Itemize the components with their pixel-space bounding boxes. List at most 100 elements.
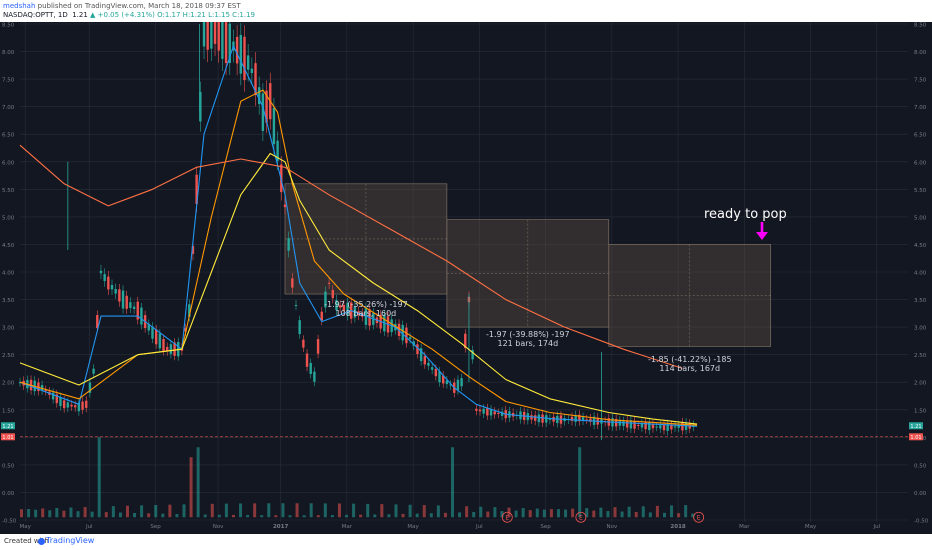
ref-price-text-left: 1.01 (2, 435, 13, 441)
candle-body (578, 414, 581, 422)
y-tick-label-right: 0.50 (914, 463, 927, 469)
symbol-name[interactable]: NASDAQ:OPTT, 1D (3, 11, 68, 19)
volume-bar (648, 512, 652, 518)
measure-label-1: -1.97 (-35.26%) -197 108 bars, 160d (324, 300, 408, 318)
candle-body (405, 327, 408, 344)
moving-average-line-1 (19, 45, 698, 427)
right-axis-strip (908, 22, 932, 534)
candle-body (221, 22, 224, 59)
volume-bar (599, 507, 603, 518)
x-tick-label: Nov (213, 524, 224, 530)
y-tick-label-right: 4.50 (914, 243, 927, 249)
candle-body (670, 424, 673, 430)
candle-body (166, 346, 169, 352)
candle-body (320, 311, 323, 321)
candle-body (430, 367, 434, 370)
volume-bar (281, 503, 285, 518)
y-tick-label-left: 8.00 (2, 50, 15, 56)
candle-body (666, 423, 669, 431)
volume-bar (352, 503, 356, 518)
chart-header: medshah published on TradingView.com, Ma… (0, 0, 932, 22)
candle-body (574, 415, 577, 422)
volume-bar (34, 509, 38, 518)
volume-bar (458, 512, 462, 518)
y-tick-label-left: 3.00 (2, 326, 15, 332)
candle-body (246, 55, 250, 70)
candle-body (673, 426, 677, 428)
candle-body (464, 333, 467, 349)
volume-bar (535, 508, 539, 518)
volume-bar (260, 515, 264, 518)
ref-price-text-right: 1.01 (910, 435, 921, 441)
volume-bar (465, 506, 469, 518)
measure-label-1-bars: 108 bars, 160d (335, 308, 397, 318)
candle-body (66, 402, 70, 408)
volume-bar (691, 513, 695, 518)
candle-body (648, 421, 651, 431)
volume-bar (288, 515, 292, 518)
candle-body (327, 282, 331, 284)
candle-body (276, 140, 279, 161)
volume-bar (90, 511, 94, 518)
price-chart[interactable]: 8.50 8.50 8.00 8.00 7.50 7.50 7.00 7.00 6.50 6.50… (0, 22, 932, 534)
candle-body (206, 22, 209, 50)
ref-price-badge-right (909, 433, 923, 441)
candle-body (287, 238, 290, 251)
volume-bar (486, 511, 490, 518)
earnings-marker-icon (693, 511, 705, 523)
candle-body (408, 337, 412, 340)
candle-body (243, 36, 246, 81)
candle-body (460, 378, 463, 387)
volume-bar (443, 512, 447, 518)
candle-body (129, 302, 132, 308)
y-tick-label-right: -0.50 (914, 519, 929, 525)
candle-body (419, 348, 423, 362)
candle-body (423, 356, 426, 365)
y-tick-label-right: 8.00 (914, 50, 927, 56)
candle-body (99, 270, 103, 274)
candle-body (110, 284, 114, 290)
y-tick-label-left: 2.00 (2, 381, 15, 387)
x-tick-label: May (20, 524, 32, 530)
volume-bar (401, 513, 405, 518)
candle-body (85, 400, 88, 408)
volume-bar (429, 513, 433, 518)
volume-bar (415, 513, 419, 518)
chart-area[interactable]: 8.50 8.50 8.00 8.00 7.50 7.50 7.00 7.00 6.50 6.50… (0, 22, 932, 534)
volume-bar (670, 505, 674, 518)
y-tick-label-right: 0.00 (914, 491, 927, 497)
volume-bar (323, 503, 327, 518)
publisher-username[interactable]: medshah (3, 2, 36, 10)
y-tick-label-right: 6.50 (914, 133, 927, 139)
candle-body (88, 382, 92, 393)
x-tick-label: May (407, 524, 419, 530)
measure-label-3: -1.85 (-41.22%) -185 114 bars, 167d (648, 355, 732, 373)
candle-body (637, 424, 640, 426)
candle-body (335, 300, 338, 311)
y-tick-label-left: 1.50 (2, 408, 15, 414)
earnings-marker-icon (575, 511, 587, 523)
volume-bar (161, 513, 165, 518)
volume-bar (634, 511, 638, 518)
volume-bar (337, 503, 341, 518)
candle-body (475, 408, 478, 411)
candle-body (545, 415, 548, 423)
candle-body (162, 338, 165, 352)
candle-body (239, 34, 242, 74)
volume-bar (542, 509, 546, 518)
candle-body (438, 371, 441, 383)
volume-bar (196, 447, 200, 518)
candle-body (40, 385, 44, 391)
y-tick-label-left: 7.50 (2, 78, 15, 84)
candle-body (103, 274, 106, 281)
symbol-line: NASDAQ:OPTT, 1D 1.21 ▲ +0.05 (+4.31%) O:… (3, 11, 255, 19)
created-with-text: Created with (4, 537, 49, 545)
volume-bar (521, 508, 525, 518)
candle-body (188, 304, 191, 317)
candle-body (338, 305, 342, 308)
tradingview-brand-link[interactable]: TradingView (46, 536, 95, 545)
last-price-badge-left (1, 422, 15, 430)
volume-bar (224, 503, 228, 518)
candle-body (427, 362, 430, 366)
candle-body (449, 384, 452, 386)
